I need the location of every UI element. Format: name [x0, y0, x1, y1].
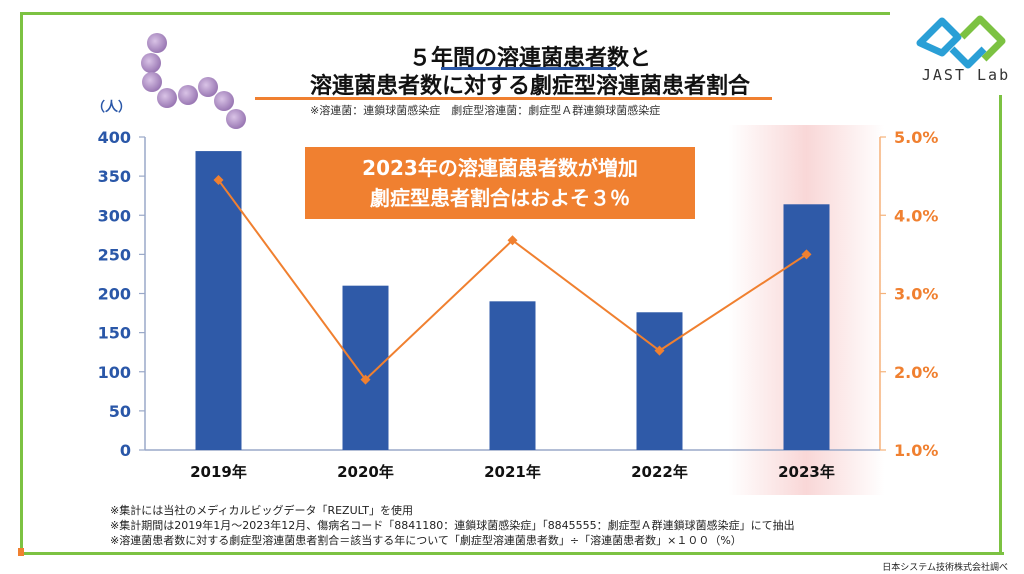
bar-2020年: [342, 285, 389, 450]
ratio-point-2020年: [360, 374, 371, 385]
callout-line1: 2023年の溶連菌患者数が増加: [362, 156, 638, 180]
callout-line2: 劇症型患者割合はおよそ３％: [370, 186, 630, 210]
chart-title-line1: ５年間の溶連菌患者数と: [408, 46, 651, 71]
frame-top-border: [20, 12, 890, 15]
frame-right-border: [999, 95, 1002, 555]
bar-2023年: [783, 204, 830, 450]
ratio-point-2019年: [213, 175, 224, 186]
title-underline-orange: [255, 97, 772, 100]
frame-bottom-border: [20, 552, 1004, 555]
left-tick-label: 250: [98, 245, 131, 264]
bar-2022年: [636, 312, 683, 450]
left-tick-label: 0: [120, 441, 131, 460]
left-tick-label: 200: [98, 285, 131, 304]
x-tick-label: 2019年: [190, 463, 247, 481]
left-axis-unit: （人）: [92, 100, 132, 115]
x-tick-label: 2023年: [778, 463, 835, 481]
left-tick-label: 400: [98, 128, 131, 147]
title-underline-blue: [441, 67, 616, 70]
footnote-1: ※集計には当社のメディカルビッグデータ「REZULT」を使用: [110, 504, 413, 517]
frame-left-border: [20, 12, 23, 552]
right-tick-label: 3.0%: [894, 285, 938, 304]
jast-lab-logo: [916, 15, 1006, 69]
right-tick-label: 2.0%: [894, 363, 938, 382]
left-tick-label: 300: [98, 206, 131, 225]
x-tick-label: 2021年: [484, 463, 541, 481]
x-tick-label: 2020年: [337, 463, 394, 481]
footnote-2: ※集計期間は2019年1月～2023年12月、傷病名コード「8841180：連鎖…: [110, 519, 795, 532]
streptococcus-illustration: [141, 33, 246, 129]
ratio-point-2023年: [801, 249, 812, 260]
frame-corner-mark: [18, 548, 24, 556]
definition-note: ※溶連菌：連鎖球菌感染症 劇症型溶連菌：劇症型Ａ群連鎖球菌感染症: [310, 104, 661, 117]
ratio-point-2022年: [654, 345, 665, 356]
right-tick-label: 4.0%: [894, 206, 938, 225]
bar-2021年: [489, 301, 536, 450]
right-tick-label: 1.0%: [894, 441, 938, 460]
logo-text: JAST Lab: [921, 66, 1011, 84]
x-tick-label: 2022年: [631, 463, 688, 481]
bar-2019年: [195, 151, 242, 450]
left-tick-label: 50: [109, 402, 131, 421]
left-tick-label: 100: [98, 363, 131, 382]
left-tick-label: 350: [98, 167, 131, 186]
chart-title-line2: 溶連菌患者数に対する劇症型溶連菌患者割合: [309, 74, 750, 99]
source-credit: 日本システム技術株式会社調べ: [882, 563, 1008, 573]
left-tick-label: 150: [98, 324, 131, 343]
cocci-group: [141, 33, 246, 129]
footnote-3: ※溶連菌患者数に対する劇症型溶連菌患者割合＝該当する年について「劇症型溶連菌患者…: [110, 534, 742, 547]
right-tick-label: 5.0%: [894, 128, 938, 147]
callout-box: 2023年の溶連菌患者数が増加 劇症型患者割合はおよそ３％: [305, 147, 695, 219]
ratio-point-2021年: [507, 235, 518, 246]
